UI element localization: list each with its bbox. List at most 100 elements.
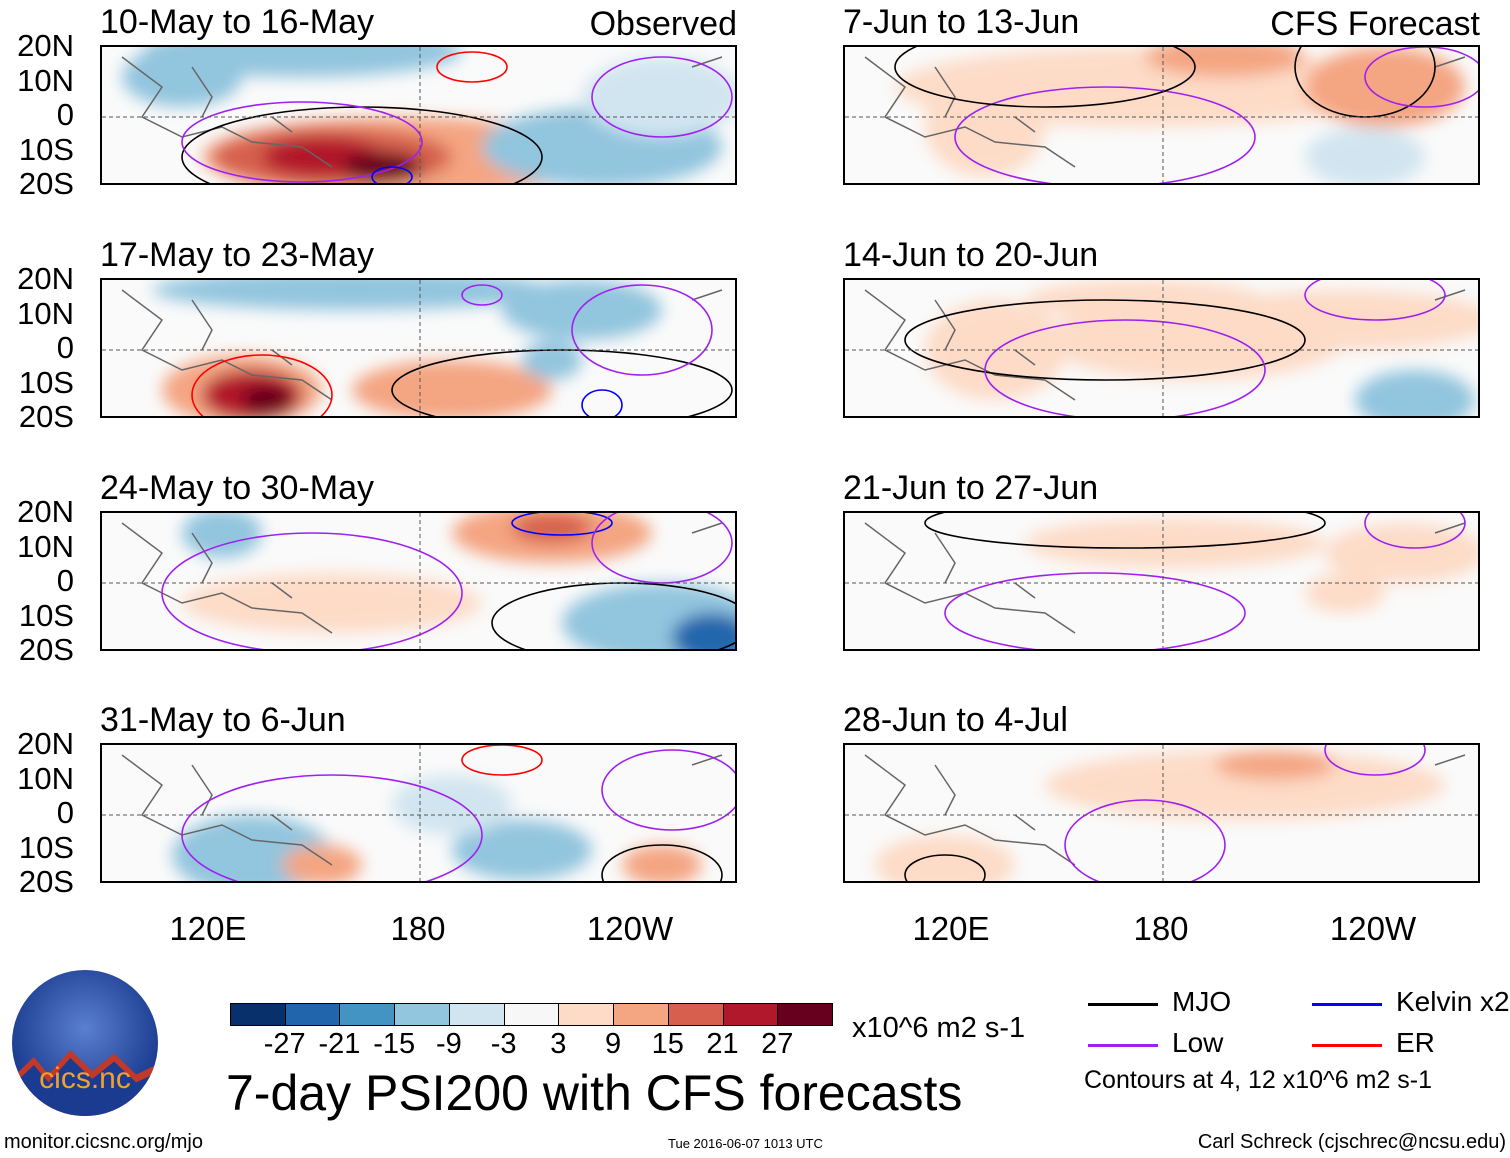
contour-line	[161, 532, 463, 649]
contour-note: Contours at 4, 12 x10^6 m2 s-1	[1084, 1066, 1433, 1094]
colorbar-label: 15	[651, 1028, 684, 1060]
panel-title: 21-Jun to 27-Jun	[843, 469, 1099, 507]
lat-tick-label: 20S	[18, 166, 74, 201]
field-anomaly	[1325, 523, 1478, 583]
lat-tick-label: 0	[56, 795, 74, 830]
lat-tick-label: 0	[56, 97, 74, 132]
contour-line	[904, 299, 1306, 381]
contour-line	[924, 513, 1326, 549]
colorbar-label: 3	[550, 1028, 567, 1060]
lat-tick-label: 10N	[17, 760, 74, 796]
lat-tick-label: 20N	[17, 28, 74, 63]
field-anomaly	[672, 613, 735, 649]
field-anomaly	[452, 820, 592, 880]
column-header-0: Observed	[589, 5, 737, 43]
field-anomaly	[122, 47, 242, 107]
colorbar-swatch	[394, 1003, 450, 1026]
field-anomaly	[1355, 370, 1475, 416]
field-anomaly	[392, 775, 512, 835]
colorbar-swatch	[339, 1003, 396, 1026]
lat-tick-label: 10S	[18, 597, 74, 633]
contour-line	[1064, 799, 1226, 881]
panel-title: 7-Jun to 13-Jun	[843, 3, 1080, 41]
colorbar-label: -21	[318, 1028, 361, 1060]
lat-tick-label: 20S	[18, 864, 74, 899]
contour-line	[954, 86, 1256, 183]
field-anomaly	[1145, 47, 1305, 77]
field-anomaly	[1045, 750, 1445, 820]
panel-title: 14-Jun to 20-Jun	[843, 236, 1099, 274]
lat-tick-label: 20S	[18, 399, 74, 434]
contour-line	[391, 349, 733, 416]
field-anomaly	[1305, 127, 1425, 183]
lon-tick-label: 180	[390, 910, 446, 947]
field-anomaly	[582, 57, 735, 137]
field-anomaly	[1215, 750, 1335, 780]
coastline	[121, 56, 723, 168]
contour-line	[436, 51, 508, 83]
field-anomaly	[342, 152, 422, 182]
colorbar-swatch	[777, 1003, 833, 1026]
lon-tick-label: 120W	[586, 910, 674, 947]
coastline	[121, 522, 723, 634]
panel-title: 28-Jun to 4-Jul	[843, 701, 1068, 739]
legend-label: MJO	[1172, 986, 1232, 1017]
lat-tick-label: 0	[56, 563, 74, 598]
contour-line	[581, 389, 623, 416]
contour-line	[944, 572, 1246, 649]
colorbar-swatch	[284, 1003, 341, 1026]
lat-tick-label: 10N	[17, 62, 74, 98]
field-anomaly	[512, 513, 592, 543]
contour-line	[1364, 513, 1466, 549]
field-anomaly	[522, 340, 582, 380]
colorbar-label: 9	[605, 1028, 622, 1060]
field-anomaly	[1195, 290, 1478, 350]
lat-tick-label: 10S	[18, 364, 74, 400]
lat-tick-label: 20N	[17, 494, 74, 529]
field-anomaly	[352, 360, 552, 416]
coastline	[864, 522, 1466, 634]
contour-line	[461, 745, 543, 776]
legend-line	[1312, 1044, 1382, 1047]
contour-line	[371, 166, 413, 183]
map-panel	[843, 511, 1480, 651]
coastline	[864, 56, 1466, 168]
field-anomaly	[1305, 573, 1385, 613]
contour-line	[571, 284, 713, 376]
map-panel	[100, 278, 737, 418]
legend-line	[1088, 1044, 1158, 1047]
field-anomaly	[1025, 518, 1325, 568]
contour-line	[601, 844, 723, 881]
lat-tick-label: 20N	[17, 261, 74, 296]
field-anomaly	[182, 573, 482, 633]
map-panel	[843, 278, 1480, 418]
lat-tick-label: 0	[56, 330, 74, 365]
colorbar-swatch	[503, 1003, 560, 1026]
colorbar-units: x10^6 m2 s-1	[852, 1012, 1026, 1044]
lat-tick-label: 10S	[18, 829, 74, 865]
footer-author: Carl Schreck (cjschrec@ncsu.edu)	[1197, 1131, 1506, 1153]
panel-title: 24-May to 30-May	[100, 469, 374, 507]
contour-line	[591, 56, 733, 138]
colorbar-swatch	[613, 1003, 669, 1026]
contour-line	[1304, 280, 1446, 321]
logo-text: cics.nc	[39, 1062, 131, 1095]
colorbar-swatch	[448, 1003, 505, 1026]
field-anomaly	[622, 845, 702, 881]
colorbar-label: -27	[263, 1028, 306, 1060]
colorbar-label: -15	[373, 1028, 416, 1060]
lon-tick-label: 120W	[1329, 910, 1417, 947]
coastline	[121, 289, 723, 401]
map-panel	[100, 743, 737, 883]
field-anomaly	[282, 845, 362, 881]
logo: cics.nc	[12, 970, 158, 1116]
lat-tick-label: 10N	[17, 295, 74, 331]
field-anomaly	[502, 280, 662, 340]
contour-line	[601, 749, 735, 831]
contour-line	[904, 854, 986, 881]
lat-tick-label: 20S	[18, 632, 74, 667]
lon-tick-label: 120E	[169, 910, 247, 947]
contour-line	[461, 284, 503, 306]
colorbar-label: -9	[436, 1028, 462, 1060]
contour-line	[511, 513, 613, 536]
